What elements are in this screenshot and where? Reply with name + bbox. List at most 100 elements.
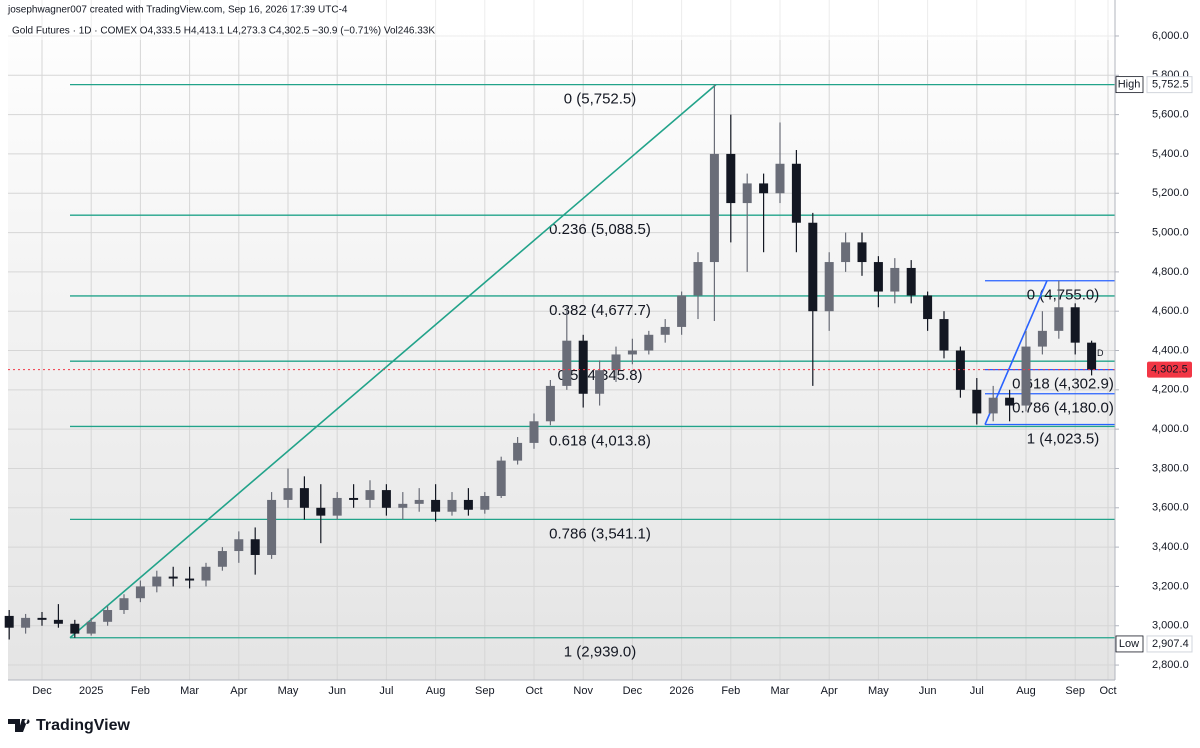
y-tick-label: 5,600.0 [1152,109,1189,121]
x-tick-label: Jun [919,685,937,697]
fib-level-label: 0.382 (4,677.7) [549,302,651,319]
candle-body [414,499,424,504]
fib-level-label: 0 (5,752.5) [564,91,637,108]
x-tick-label: Oct [1099,685,1116,697]
candle-body [939,319,949,351]
x-tick-label: Oct [525,685,542,697]
price-tag-name: Low [1119,638,1139,650]
candle-body [1087,342,1097,370]
x-tick-label: Sep [475,685,495,697]
y-tick-label: 2,800.0 [1152,659,1189,671]
candle-body [119,598,129,611]
x-tick-label: Feb [131,685,150,697]
y-tick-label: 6,000.0 [1152,30,1189,42]
candle-body [447,499,457,512]
x-tick-label: Mar [180,685,199,697]
candle-body [578,340,588,394]
price-tag-value: 2,907.4 [1152,638,1189,650]
candle-body [545,385,555,422]
y-tick-label: 5,400.0 [1152,148,1189,160]
candle-body [135,586,145,599]
x-tick-label: 2026 [669,685,693,697]
candle-body [168,576,178,579]
x-tick-label: Jul [970,685,984,697]
x-tick-label: 2025 [79,685,103,697]
candle-body [217,551,227,567]
y-tick-label: 4,200.0 [1152,384,1189,396]
candle-body [513,442,523,461]
price-tag-badge [1146,635,1193,653]
price-tag-name: High [1118,79,1141,91]
y-tick-label: 5,200.0 [1152,187,1189,199]
fib-level-label: 0 (4,755.0) [1027,287,1100,304]
candle-body [791,163,801,223]
x-tick-label: Sep [1065,685,1085,697]
y-tick-label: 3,600.0 [1152,502,1189,514]
y-tick-label: 4,400.0 [1152,344,1189,356]
candle-body [332,497,342,516]
y-tick-label: 3,200.0 [1152,580,1189,592]
x-tick-label: May [278,685,299,697]
candle-body [299,488,309,508]
candle-body [824,262,834,312]
candle-body [463,499,473,510]
candle-body [152,576,162,587]
candle-body [988,397,998,414]
y-tick-label: 3,800.0 [1152,462,1189,474]
x-tick-label: Aug [1016,685,1036,697]
x-tick-label: Dec [32,685,52,697]
author-line: josephwagner007 created with TradingView… [7,5,348,16]
candle-body [365,490,375,500]
fib-level-label: 1 (4,023.5) [1027,431,1100,448]
y-tick-label: 3,000.0 [1152,620,1189,632]
candle-body [480,495,490,510]
candle-body [873,262,883,292]
x-tick-label: Aug [426,685,446,697]
price-tag-badge [1146,76,1193,94]
header-backdrop [0,0,1115,40]
fib-level-label: 0.786 (3,541.1) [549,525,651,542]
candle-body [250,539,260,555]
fib-level-label: 0.618 (4,302.9) [1012,376,1114,393]
candle-body [103,610,113,622]
plot-background [8,0,1115,680]
candle-body [923,295,933,320]
x-tick-label: Jul [379,685,393,697]
candle-body [644,334,654,351]
candle-body [955,350,965,390]
candle-body [496,460,506,496]
symbol-line: Gold Futures · 1D · COMEX O4,333.5 H4,41… [12,26,435,37]
logo-icon [8,719,30,732]
candle-body [349,497,359,500]
price-tag-value: 5,752.5 [1152,79,1189,91]
x-tick-label: Jun [328,685,346,697]
candle-body [857,242,867,263]
fib-level-label: 0.236 (5,088.5) [549,221,651,238]
fib-level-label: 0.786 (4,180.0) [1012,400,1114,417]
candle-body [972,389,982,414]
y-tick-label: 4,600.0 [1152,305,1189,317]
x-tick-label: Nov [573,685,593,697]
candle-body [201,566,211,581]
candle-body [759,183,769,194]
candle-body [53,619,63,624]
candle-body [841,242,851,263]
candle-body [726,153,736,204]
candle-body [283,488,293,500]
session-marker: D [1097,348,1104,358]
candle-body [1054,307,1064,331]
x-tick-label: Apr [821,685,838,697]
candle-body [185,578,195,581]
fib-trend-line [69,84,717,639]
candle-body [398,503,408,508]
candle-body [677,295,687,327]
candle-body [660,326,670,335]
candle-body [316,507,326,516]
price-tag-box [1115,76,1144,94]
candle-body [808,222,818,312]
candle-body [709,153,719,263]
last-price-badge [1147,361,1192,378]
candle-body [4,615,14,628]
